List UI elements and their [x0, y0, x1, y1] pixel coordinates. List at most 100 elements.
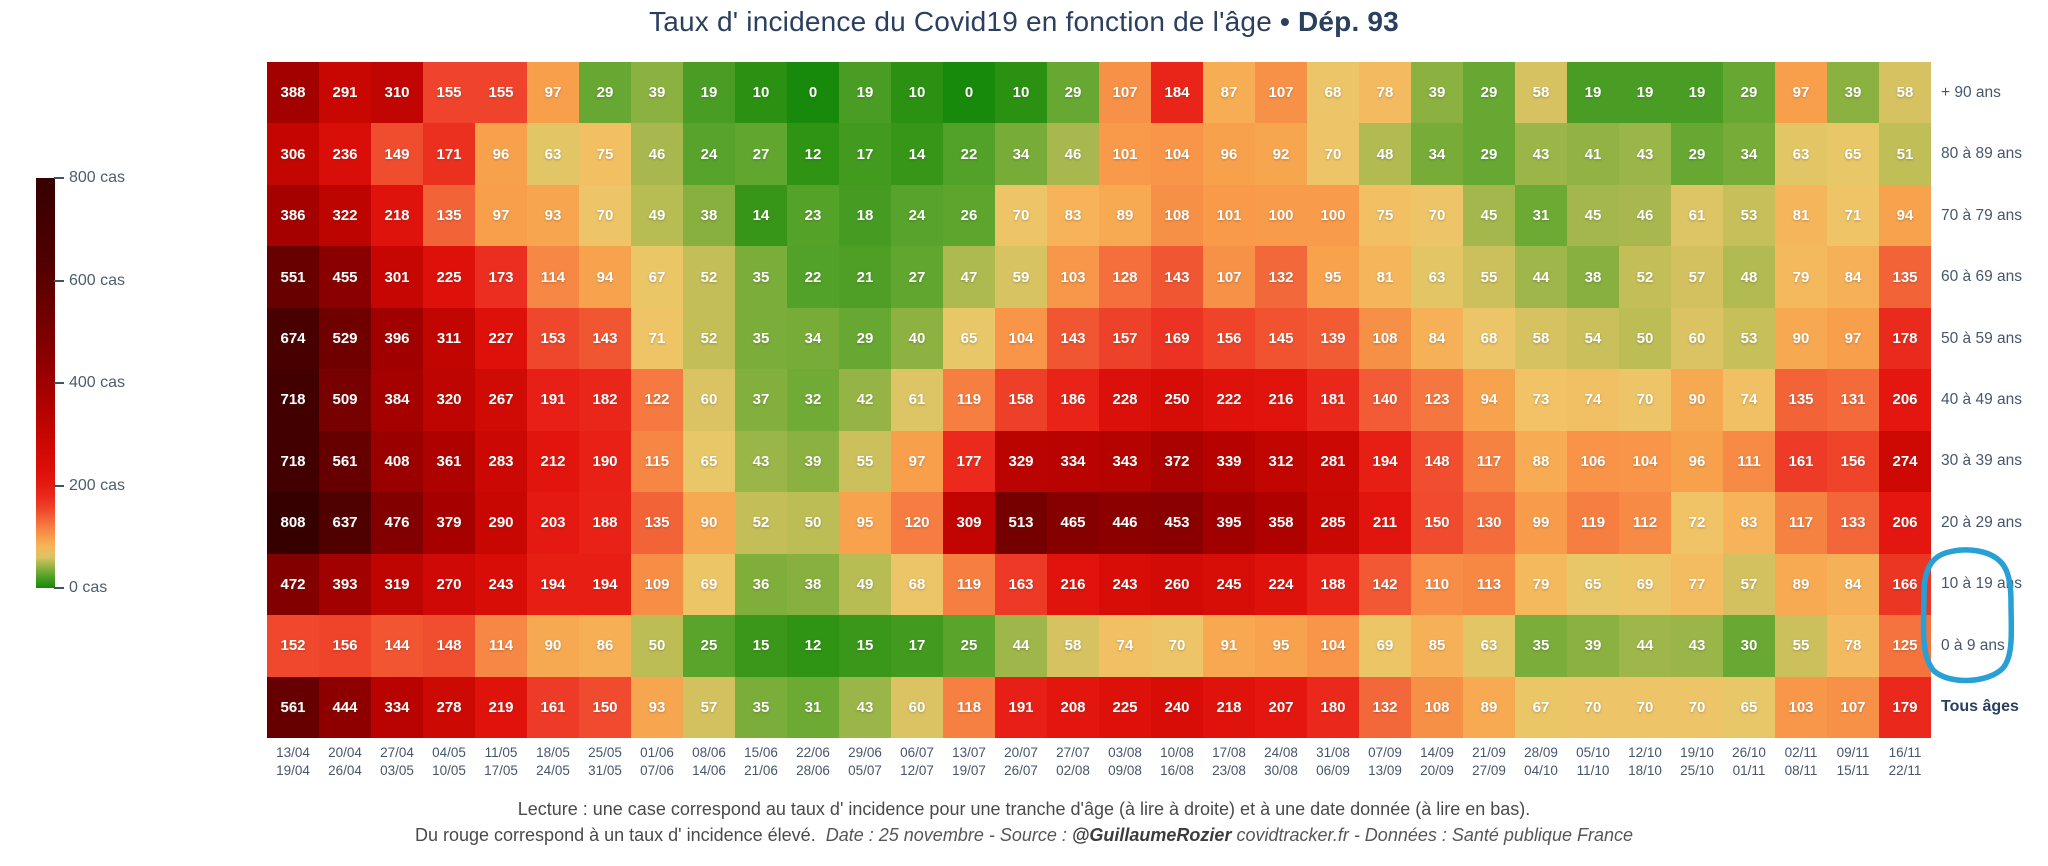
heatmap-cell: 108 [1411, 676, 1463, 738]
heatmap-cell: 153 [527, 307, 579, 370]
heatmap-cell: 123 [1411, 369, 1463, 431]
heatmap-cell: 156 [319, 615, 371, 677]
heatmap-cell: 104 [1151, 123, 1203, 185]
heatmap-cell: 111 [1723, 430, 1775, 493]
heatmap-cell: 396 [371, 307, 423, 370]
heatmap-cell: 144 [371, 615, 423, 677]
heatmap-cell: 108 [1359, 307, 1411, 370]
heatmap-cell: 384 [371, 369, 423, 431]
heatmap-cell: 476 [371, 492, 423, 554]
heatmap-cell: 119 [943, 553, 995, 616]
heatmap-cell: 15 [735, 615, 787, 677]
heatmap-cell: 43 [735, 430, 787, 493]
heatmap-cell: 74 [1723, 369, 1775, 431]
heatmap-cell: 44 [1515, 246, 1567, 308]
heatmap-cell: 38 [1567, 246, 1619, 308]
heatmap-cell: 48 [1723, 246, 1775, 308]
chart-title-highlight: Dép. 93 [1297, 6, 1399, 37]
heatmap-cell: 243 [475, 553, 527, 616]
heatmap-cell: 309 [943, 492, 995, 554]
heatmap-cell: 61 [1671, 184, 1723, 247]
heatmap-cell: 163 [995, 553, 1047, 616]
heatmap-cell: 358 [1255, 492, 1307, 554]
colorbar-tick-label: 800 cas [69, 169, 126, 186]
heatmap-cell: 97 [1775, 62, 1827, 124]
heatmap-cell: 90 [1671, 369, 1723, 431]
heatmap-cell: 95 [1255, 615, 1307, 677]
heatmap-cell: 178 [1879, 307, 1931, 370]
heatmap-cell: 106 [1567, 430, 1619, 493]
heatmap-cell: 19 [1567, 62, 1619, 124]
heatmap-cell: 32 [787, 369, 839, 431]
heatmap-cell: 43 [1619, 123, 1671, 185]
heatmap-cell: 128 [1099, 246, 1151, 308]
heatmap-cell: 180 [1307, 676, 1359, 738]
week-date-label: 27/04 03/05 [380, 745, 414, 778]
heatmap-cell: 97 [527, 62, 579, 124]
week-date-label: 05/10 11/10 [1576, 745, 1610, 778]
heatmap-cell: 100 [1255, 184, 1307, 247]
heatmap-cell: 194 [527, 553, 579, 616]
week-date-label: 09/11 15/11 [1836, 745, 1870, 778]
heatmap-cell: 34 [995, 123, 1047, 185]
heatmap-cell: 71 [1827, 184, 1879, 247]
heatmap-cell: 90 [1775, 307, 1827, 370]
footer-reading-note: Lecture : une case correspond au taux d'… [517, 799, 1531, 819]
heatmap-cell: 240 [1151, 676, 1203, 738]
heatmap-cell: 96 [475, 123, 527, 185]
heatmap-cell: 225 [1099, 676, 1151, 738]
colorbar-tick-label: 600 cas [69, 271, 126, 289]
heatmap-cell: 156 [1827, 430, 1879, 493]
heatmap-cell: 89 [1099, 184, 1151, 247]
heatmap-cell: 674 [267, 307, 319, 370]
heatmap-cell: 343 [1099, 430, 1151, 493]
heatmap-cell: 339 [1203, 430, 1255, 493]
heatmap-cell: 291 [319, 62, 371, 124]
heatmap-cell: 222 [1203, 369, 1255, 431]
heatmap-cell: 119 [1567, 492, 1619, 554]
heatmap-cell: 95 [1307, 246, 1359, 308]
heatmap-cell: 29 [1047, 62, 1099, 124]
heatmap-cell: 70 [1619, 369, 1671, 431]
age-group-label: 30 à 39 ans [1941, 452, 2023, 470]
heatmap-cell: 379 [423, 492, 475, 554]
heatmap-cell: 43 [1515, 123, 1567, 185]
heatmap-cell: 74 [1099, 615, 1151, 677]
heatmap-cell: 61 [891, 369, 943, 431]
age-group-label: 60 à 69 ans [1941, 268, 2023, 286]
heatmap-cell: 97 [475, 184, 527, 247]
heatmap-cell: 130 [1463, 492, 1515, 554]
heatmap-cell: 70 [579, 184, 631, 247]
heatmap-cell: 453 [1151, 492, 1203, 554]
chart-title-bullet: • [1279, 6, 1290, 37]
footer-source-note: Du rouge correspond à un taux d' inciden… [0, 825, 2048, 846]
heatmap-cell: 194 [1359, 430, 1411, 493]
heatmap-cell: 143 [1151, 246, 1203, 308]
heatmap-cell: 10 [995, 62, 1047, 124]
heatmap-cell: 637 [319, 492, 371, 554]
heatmap-cell: 54 [1567, 307, 1619, 370]
heatmap-cell: 191 [995, 676, 1047, 738]
heatmap-cell: 58 [1515, 62, 1567, 124]
heatmap-cell: 25 [683, 615, 735, 677]
week-date-label: 19/10 25/10 [1680, 745, 1714, 778]
colorbar-tick-mark [54, 279, 64, 282]
heatmap-cell: 69 [1359, 615, 1411, 677]
heatmap-cell: 0 [787, 62, 839, 124]
heatmap-cell: 68 [1307, 62, 1359, 124]
heatmap-cell: 101 [1203, 184, 1255, 247]
heatmap-cell: 12 [787, 615, 839, 677]
age-group-label: 0 à 9 ans [1941, 636, 2005, 654]
heatmap-cell: 60 [1671, 307, 1723, 370]
heatmap-cell: 22 [943, 123, 995, 185]
heatmap-cell: 70 [1671, 676, 1723, 738]
week-date-label: 24/08 30/08 [1264, 745, 1298, 778]
heatmap-cell: 86 [579, 615, 631, 677]
heatmap-cell: 194 [579, 553, 631, 616]
heatmap-cell: 148 [423, 615, 475, 677]
heatmap-cell: 94 [1879, 184, 1931, 247]
heatmap-cell: 97 [1827, 307, 1879, 370]
heatmap-cell: 78 [1827, 615, 1879, 677]
heatmap-cell: 83 [1723, 492, 1775, 554]
heatmap-cell: 78 [1359, 62, 1411, 124]
